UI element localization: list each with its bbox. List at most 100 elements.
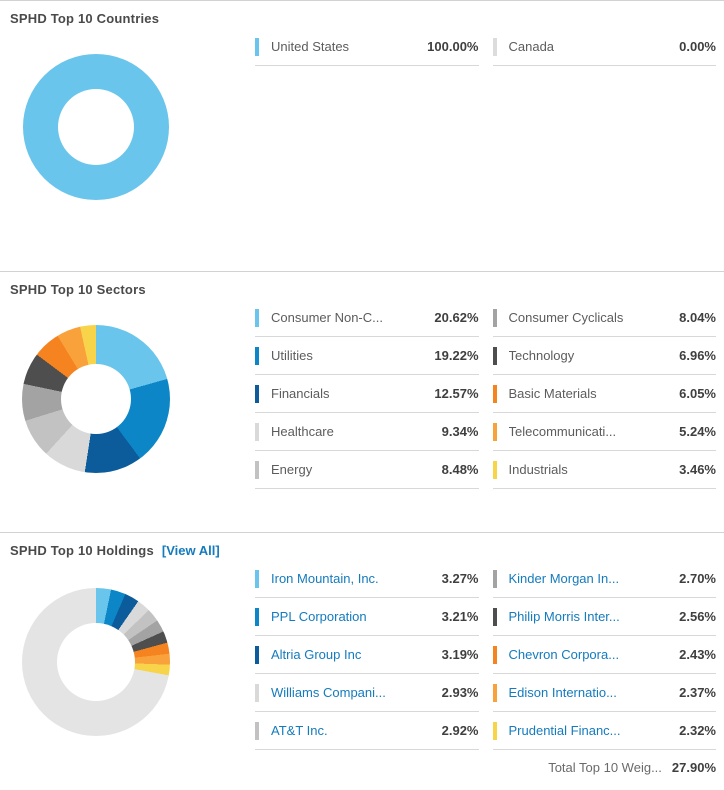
legend-value: 0.00% <box>679 39 716 54</box>
legend-label: Financials <box>271 386 330 401</box>
legend-swatch <box>492 346 497 365</box>
holding-link[interactable]: Philip Morris Inter... <box>508 609 620 624</box>
legend-row: Williams Compani... 2.93% <box>255 674 479 712</box>
legend-row: Healthcare 9.34% <box>255 413 479 451</box>
legend-value: 6.96% <box>679 348 716 363</box>
legend-label: Energy <box>271 462 313 477</box>
legend-label: Consumer Cyclicals <box>508 310 624 325</box>
legend-value: 19.22% <box>434 348 479 363</box>
legend-label: Healthcare <box>271 424 334 439</box>
legend-label: Telecommunicati... <box>508 424 617 439</box>
legend-row: Financials 12.57% <box>255 375 479 413</box>
holding-link[interactable]: Iron Mountain, Inc. <box>271 571 379 586</box>
legend-label: Basic Materials <box>508 386 597 401</box>
countries-donut-hole <box>58 89 134 165</box>
sectors-donut-hole <box>61 364 131 434</box>
legend-label: Industrials <box>508 462 568 477</box>
legend-swatch <box>255 384 259 403</box>
legend-swatch <box>492 37 497 56</box>
holding-link[interactable]: Altria Group Inc <box>271 647 362 662</box>
legend-value: 3.21% <box>441 609 479 624</box>
holdings-donut-chart <box>22 588 170 736</box>
holding-link[interactable]: Edison Internatio... <box>508 685 617 700</box>
legend-row: Industrials 3.46% <box>492 451 716 489</box>
legend-value: 2.92% <box>441 723 479 738</box>
legend-row: Consumer Cyclicals 8.04% <box>492 299 716 337</box>
legend-row: United States 100.00% <box>255 28 479 66</box>
legend-swatch <box>255 683 259 702</box>
legend-swatch <box>492 683 497 702</box>
legend-value: 2.56% <box>679 609 716 624</box>
legend-row: Energy 8.48% <box>255 451 479 489</box>
legend-row: Iron Mountain, Inc. 3.27% <box>255 560 479 598</box>
legend-row: Utilities 19.22% <box>255 337 479 375</box>
holding-link[interactable]: AT&T Inc. <box>271 723 328 738</box>
countries-legend: United States 100.00% Canada 0.00% <box>255 28 716 66</box>
legend-value: 8.48% <box>441 462 479 477</box>
holdings-legend: Iron Mountain, Inc. 3.27% PPL Corporation 3… <box>255 560 716 750</box>
countries-header: SPHD Top 10 Countries <box>10 11 716 26</box>
sectors-legend: Consumer Non-C... 20.62% Utilities 19.22% Fi… <box>255 299 716 489</box>
legend-value: 2.93% <box>441 685 479 700</box>
countries-chart-area <box>10 26 255 200</box>
legend-value: 2.37% <box>679 685 716 700</box>
legend-swatch <box>492 422 497 441</box>
section-holdings: SPHD Top 10 Holdings [View All] Iron Mou… <box>0 532 724 790</box>
sectors-donut-chart <box>22 325 170 473</box>
legend-label: United States <box>271 39 350 54</box>
legend-value: 12.57% <box>434 386 479 401</box>
holding-link[interactable]: Williams Compani... <box>271 685 386 700</box>
legend-swatch <box>255 308 259 327</box>
countries-body: United States 100.00% Canada 0.00% <box>10 26 716 200</box>
sectors-body: Consumer Non-C... 20.62% Utilities 19.22% Fi… <box>10 297 716 489</box>
legend-swatch <box>492 607 497 626</box>
legend-value: 20.62% <box>434 310 479 325</box>
legend-value: 8.04% <box>679 310 716 325</box>
holding-link[interactable]: Chevron Corpora... <box>508 647 620 662</box>
total-weight-row: Total Top 10 Weig... 27.90% <box>255 760 716 775</box>
legend-label: Technology <box>508 348 575 363</box>
countries-title: SPHD Top 10 Countries <box>10 11 160 26</box>
legend-row: AT&T Inc. 2.92% <box>255 712 479 750</box>
holding-link[interactable]: PPL Corporation <box>271 609 367 624</box>
holdings-donut-hole <box>57 623 135 701</box>
section-countries: SPHD Top 10 Countries United States 100.0… <box>0 0 724 271</box>
legend-value: 6.05% <box>679 386 716 401</box>
holdings-body: Iron Mountain, Inc. 3.27% PPL Corporation 3… <box>10 558 716 775</box>
legend-row: Kinder Morgan In... 2.70% <box>492 560 716 598</box>
legend-row: Philip Morris Inter... 2.56% <box>492 598 716 636</box>
legend-row: Canada 0.00% <box>492 28 716 66</box>
holdings-header: SPHD Top 10 Holdings [View All] <box>10 543 716 558</box>
legend-value: 3.19% <box>441 647 479 662</box>
legend-row: Telecommunicati... 5.24% <box>492 413 716 451</box>
legend-swatch <box>255 569 259 588</box>
legend-label: Canada <box>508 39 555 54</box>
legend-row: Altria Group Inc 3.19% <box>255 636 479 674</box>
legend-swatch <box>492 384 497 403</box>
legend-label: Utilities <box>271 348 313 363</box>
legend-value: 9.34% <box>441 424 479 439</box>
legend-swatch <box>255 346 259 365</box>
holdings-legend-area: Iron Mountain, Inc. 3.27% PPL Corporation 3… <box>255 558 716 775</box>
legend-row: Edison Internatio... 2.37% <box>492 674 716 712</box>
holding-link[interactable]: Prudential Financ... <box>508 723 621 738</box>
legend-label: Consumer Non-C... <box>271 310 383 325</box>
sectors-header: SPHD Top 10 Sectors <box>10 282 716 297</box>
legend-swatch <box>492 721 497 740</box>
legend-value: 3.27% <box>441 571 479 586</box>
legend-swatch <box>255 37 259 56</box>
legend-row: Technology 6.96% <box>492 337 716 375</box>
countries-donut-chart <box>23 54 169 200</box>
view-all-link[interactable]: [View All] <box>161 543 220 558</box>
countries-legend-area: United States 100.00% Canada 0.00% <box>255 26 716 66</box>
sectors-title: SPHD Top 10 Sectors <box>10 282 146 297</box>
holdings-title: SPHD Top 10 Holdings <box>10 543 154 558</box>
legend-row: PPL Corporation 3.21% <box>255 598 479 636</box>
legend-swatch <box>255 721 259 740</box>
legend-swatch <box>492 460 497 479</box>
total-weight-label: Total Top 10 Weig... <box>548 760 662 775</box>
total-weight-value: 27.90% <box>671 760 716 775</box>
holding-link[interactable]: Kinder Morgan In... <box>508 571 620 586</box>
legend-row: Basic Materials 6.05% <box>492 375 716 413</box>
